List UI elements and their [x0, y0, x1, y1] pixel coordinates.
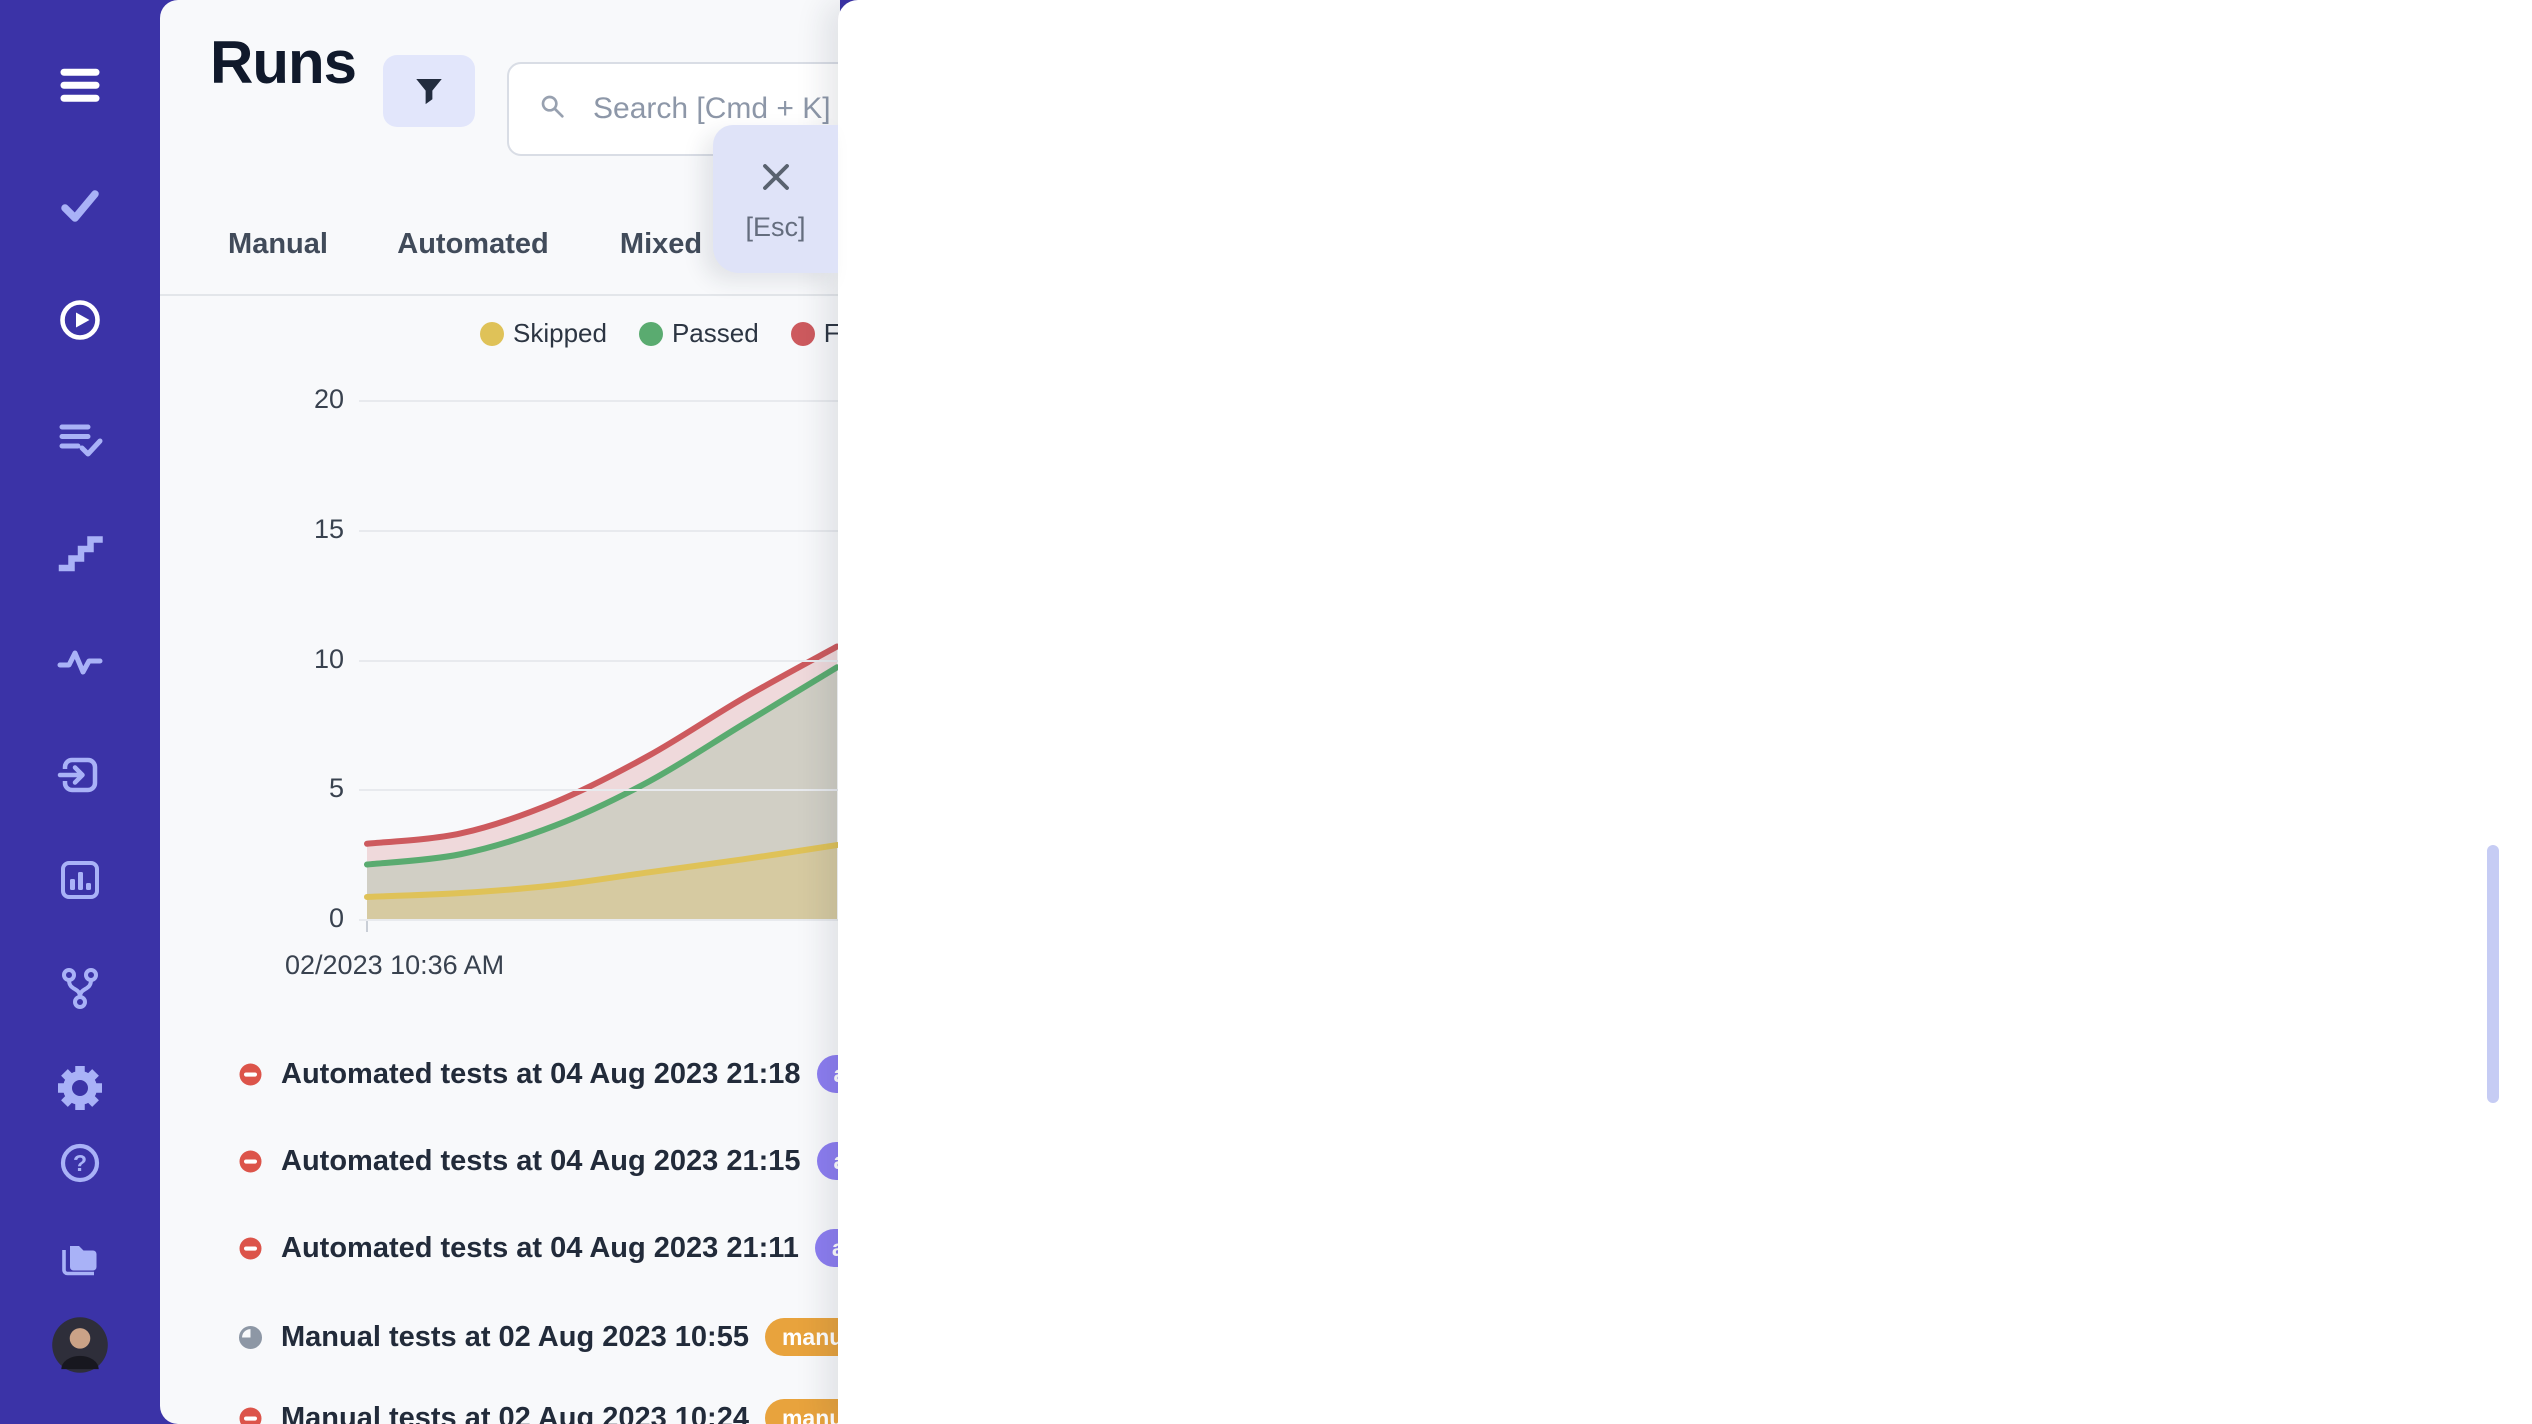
- run-in-progress-icon: [234, 1321, 267, 1354]
- run-item-title: Automated tests at 04 Aug 2023 21:11: [281, 1231, 799, 1264]
- run-list-item[interactable]: Manual tests at 02 Aug 2023 10:24 manual: [180, 1386, 840, 1424]
- y-tick-label: 15: [313, 513, 344, 544]
- runs-area-chart: [359, 378, 840, 943]
- run-failed-icon: [234, 1402, 267, 1424]
- gridline: [359, 919, 840, 921]
- sidebar-item-check-icon[interactable]: [56, 181, 104, 229]
- run-failed-icon: [234, 1058, 267, 1091]
- run-list-item[interactable]: Automated tests at 04 Aug 2023 21:11 aut…: [180, 1216, 840, 1280]
- search-icon: [537, 91, 569, 128]
- run-item-title: Automated tests at 04 Aug 2023 21:18: [281, 1057, 801, 1090]
- sidebar-item-bar-chart-icon[interactable]: [56, 856, 104, 904]
- gridline: [359, 529, 840, 532]
- tab-mixed[interactable]: Mixed: [619, 228, 703, 260]
- y-tick-label: 20: [313, 384, 344, 414]
- gridline: [359, 659, 840, 662]
- legend-item-passed: Passed: [638, 318, 759, 349]
- sidebar-item-menu-icon[interactable]: [54, 59, 106, 111]
- y-tick-label: 5: [328, 773, 344, 804]
- runs-search-input[interactable]: [591, 91, 840, 127]
- tab-automated[interactable]: Automated: [397, 228, 549, 260]
- run-list-item[interactable]: Automated tests at 04 Aug 2023 21:15 aut…: [180, 1129, 840, 1193]
- run-item-title: Manual tests at 02 Aug 2023 10:55: [281, 1320, 749, 1353]
- svg-text:?: ?: [73, 1150, 87, 1176]
- run-list-item[interactable]: Manual tests at 02 Aug 2023 10:55 manual: [180, 1305, 840, 1369]
- sidebar-item-test-list-icon[interactable]: [56, 416, 104, 464]
- run-item-badge: automated: [816, 1055, 840, 1093]
- run-detail-panel: [838, 0, 2532, 1424]
- sidebar-item-activity-icon[interactable]: [56, 636, 104, 684]
- run-failed-icon: [234, 1145, 267, 1178]
- run-item-title: Manual tests at 02 Aug 2023 10:24: [281, 1401, 749, 1424]
- tabs-divider: [160, 294, 840, 296]
- legend-dot: [790, 321, 815, 346]
- run-item-badge: manual: [764, 1399, 840, 1424]
- sidebar-item-settings-gear-icon[interactable]: [56, 1064, 104, 1112]
- y-tick-label: 10: [313, 643, 344, 674]
- run-item-badge: automated: [816, 1142, 840, 1180]
- runs-chart-legend: Skipped Passed Failed: [480, 318, 840, 349]
- run-failed-icon: [234, 1232, 267, 1265]
- user-avatar[interactable]: [51, 1316, 109, 1374]
- page-title: Runs: [210, 29, 357, 96]
- legend-dot: [480, 321, 504, 346]
- run-item-title: Automated tests at 04 Aug 2023 21:15: [281, 1144, 801, 1177]
- gridline: [359, 400, 840, 402]
- run-item-badge: manual: [764, 1318, 840, 1356]
- sidebar-item-steps-icon[interactable]: [56, 526, 104, 574]
- run-item-badge: automated: [814, 1229, 840, 1267]
- y-tick-label: 0: [328, 903, 344, 933]
- sidebar-item-folders-icon[interactable]: [56, 1234, 104, 1282]
- run-list-item[interactable]: Automated tests at 04 Aug 2023 21:18 aut…: [180, 1042, 840, 1106]
- close-shortcut-label: [Esc]: [745, 212, 806, 242]
- legend-item-failed: Failed: [790, 318, 840, 349]
- sidebar-item-export-icon[interactable]: [56, 751, 104, 799]
- close-icon: [754, 155, 798, 202]
- detail-scrollbar[interactable]: [2487, 845, 2499, 1103]
- legend-item-skipped: Skipped: [480, 318, 607, 349]
- tab-manual[interactable]: Manual: [228, 228, 328, 260]
- filter-button[interactable]: [383, 55, 475, 127]
- sidebar-item-git-branch-icon[interactable]: [56, 964, 104, 1012]
- sidebar-item-play-circle-icon[interactable]: [56, 296, 104, 344]
- close-overlay-button[interactable]: [Esc]: [713, 125, 838, 273]
- sidebar-item-help-icon[interactable]: ?: [56, 1139, 104, 1187]
- runs-list: Automated tests at 04 Aug 2023 21:18 aut…: [180, 1040, 840, 1424]
- gridline: [359, 789, 840, 792]
- x-axis-label: 02/2023 10:36 AM: [285, 950, 505, 980]
- legend-dot: [638, 321, 663, 346]
- sidebar-nav: ?: [0, 0, 160, 1424]
